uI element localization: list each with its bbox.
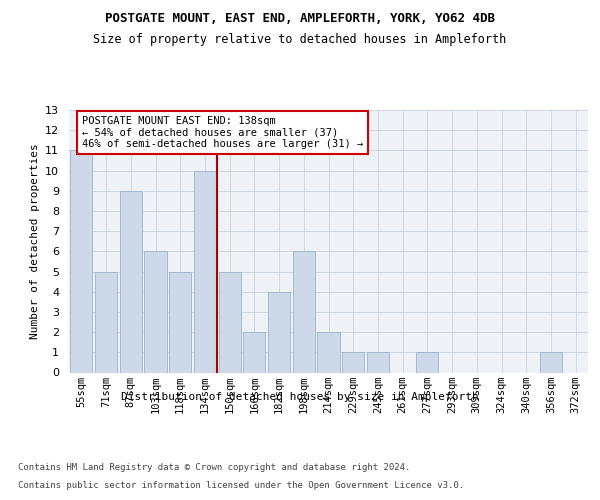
Text: POSTGATE MOUNT EAST END: 138sqm
← 54% of detached houses are smaller (37)
46% of: POSTGATE MOUNT EAST END: 138sqm ← 54% of…: [82, 116, 363, 150]
Text: Contains HM Land Registry data © Crown copyright and database right 2024.: Contains HM Land Registry data © Crown c…: [18, 462, 410, 471]
Bar: [540, 352, 562, 372]
Bar: [293, 252, 315, 372]
Text: Size of property relative to detached houses in Ampleforth: Size of property relative to detached ho…: [94, 32, 506, 46]
Bar: [243, 332, 265, 372]
Bar: [367, 352, 389, 372]
Bar: [95, 272, 117, 372]
Bar: [194, 170, 216, 372]
Bar: [169, 272, 191, 372]
Text: Contains public sector information licensed under the Open Government Licence v3: Contains public sector information licen…: [18, 481, 464, 490]
Bar: [317, 332, 340, 372]
Bar: [268, 292, 290, 372]
Bar: [416, 352, 439, 372]
Bar: [70, 150, 92, 372]
Y-axis label: Number of detached properties: Number of detached properties: [29, 144, 40, 339]
Bar: [119, 191, 142, 372]
Text: POSTGATE MOUNT, EAST END, AMPLEFORTH, YORK, YO62 4DB: POSTGATE MOUNT, EAST END, AMPLEFORTH, YO…: [105, 12, 495, 26]
Text: Distribution of detached houses by size in Ampleforth: Distribution of detached houses by size …: [121, 392, 479, 402]
Bar: [218, 272, 241, 372]
Bar: [145, 252, 167, 372]
Bar: [342, 352, 364, 372]
